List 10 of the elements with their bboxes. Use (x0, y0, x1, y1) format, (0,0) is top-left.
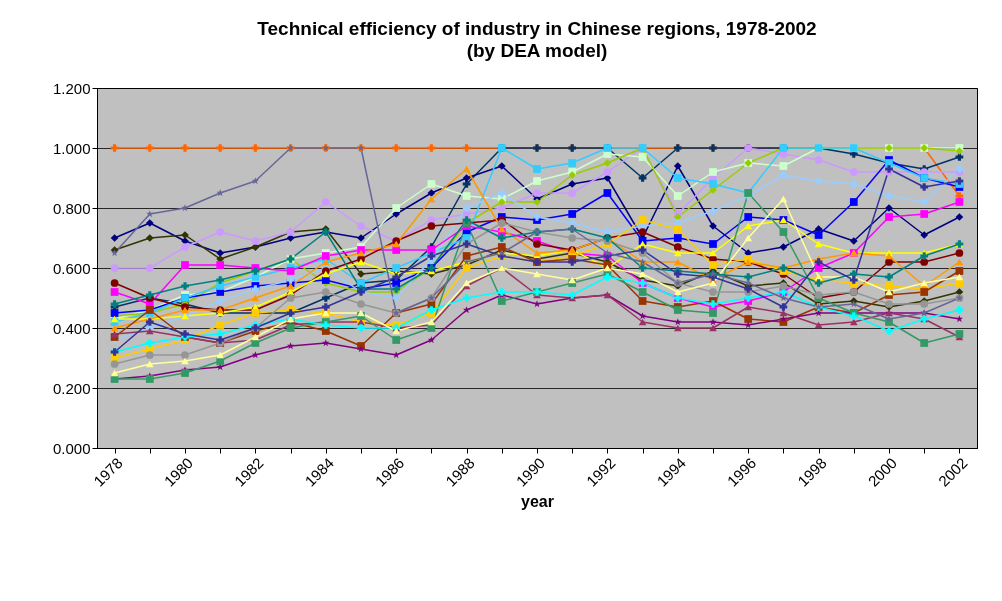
y-tick-label: 0.800 (52, 199, 91, 217)
y-tick-label: 0.200 (52, 379, 91, 397)
chart-title: Technical efficiency of industry in Chinese regions, 1978-2002 (257, 18, 817, 39)
y-tick-label: 0.400 (52, 319, 91, 337)
y-tick-label: 1.000 (52, 139, 91, 157)
y-tick-label: 0.600 (52, 259, 91, 277)
x-axis-title: year (521, 492, 554, 510)
chart-subtitle: (by DEA model) (466, 40, 608, 61)
y-tick-label: 0.000 (52, 439, 91, 457)
y-tick-label: 1.200 (52, 79, 91, 97)
